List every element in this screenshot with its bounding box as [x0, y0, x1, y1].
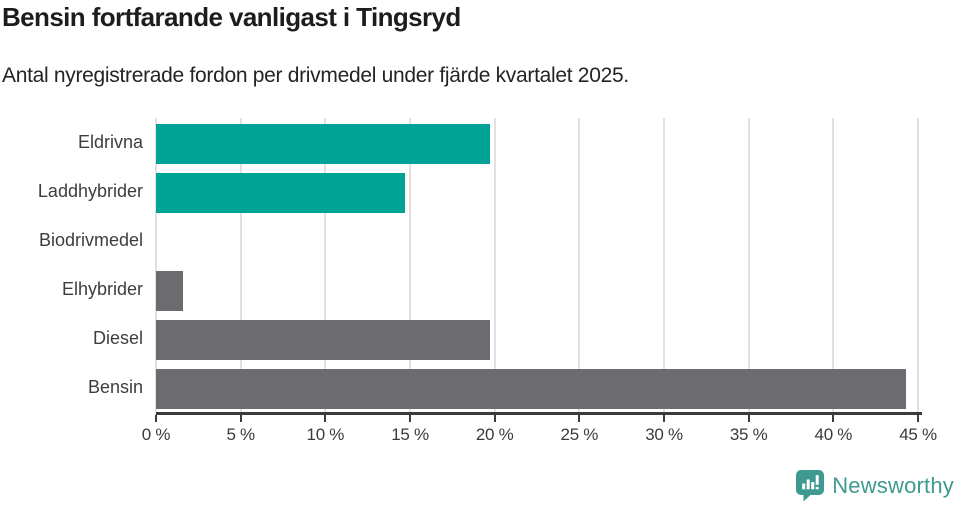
gridline	[917, 118, 919, 412]
axis-tick-label: 40 %	[814, 425, 853, 444]
gridlines	[155, 118, 919, 412]
chart-rows: Eldrivna Laddhybrider Biodrivmedel Elhybrid…	[0, 118, 940, 412]
gridline	[155, 118, 157, 412]
brand-footer: Newsworthy	[795, 469, 954, 502]
bar-elhybrider	[156, 271, 184, 311]
table-row: Diesel	[0, 314, 940, 363]
axis-tick	[917, 415, 919, 422]
axis-tick	[324, 415, 327, 422]
gridline	[493, 118, 496, 412]
bar-track	[156, 173, 918, 213]
axis-tick-label: 35 %	[729, 425, 768, 444]
gridline	[747, 118, 750, 412]
bar-laddhybrider	[156, 173, 405, 213]
axis-tick	[493, 415, 496, 422]
table-row: Eldrivna	[0, 118, 940, 167]
gridline	[578, 118, 581, 412]
category-label: Bensin	[87, 377, 143, 397]
table-row: Elhybrider	[0, 265, 940, 314]
newsworthy-logo-icon	[796, 470, 825, 502]
bar-diesel	[156, 320, 490, 360]
category-label: Eldrivna	[77, 132, 143, 152]
axis-tick-label: 25 %	[560, 425, 599, 444]
bar-track	[156, 369, 918, 409]
axis-tick	[832, 415, 835, 422]
category-label: Diesel	[92, 328, 143, 348]
bar-track	[156, 222, 918, 262]
bar-track	[156, 271, 918, 311]
axis-tick	[747, 415, 750, 422]
gridline	[324, 118, 327, 412]
axis-tick-label: 15 %	[391, 425, 429, 444]
axis-tick-label: 10 %	[306, 425, 345, 444]
axis-tick	[409, 415, 411, 422]
gridline	[832, 118, 835, 412]
bar-chart: Eldrivna Laddhybrider Biodrivmedel Elhybrid…	[0, 118, 940, 458]
chart-subtitle: Antal nyregistrerade fordon per drivmede…	[2, 64, 629, 87]
axis-tick-label: 5 %	[226, 425, 255, 444]
bar-track	[156, 320, 918, 360]
axis-tick	[155, 415, 157, 422]
gridline	[239, 118, 242, 412]
axis-tick	[239, 415, 242, 422]
table-row: Bensin	[0, 363, 940, 412]
table-row: Laddhybrider	[0, 167, 940, 216]
category-label: Laddhybrider	[37, 181, 143, 201]
axis-tick-label: 45 %	[899, 425, 937, 444]
axis-tick-label: 20 %	[475, 425, 514, 444]
brand-name: Newsworthy	[832, 472, 954, 498]
gridline	[408, 118, 411, 412]
axis-tick	[663, 415, 665, 422]
bar-bensin	[156, 369, 907, 409]
axis-tick-label: 0 %	[141, 425, 171, 444]
bar-eldrivna	[156, 124, 490, 164]
gridline	[662, 118, 665, 412]
page-title: Bensin fortfarande vanligast i Tingsryd	[2, 2, 461, 32]
bar-track	[156, 124, 918, 164]
axis-tick-label: 30 %	[645, 425, 683, 444]
category-label: Elhybrider	[61, 279, 143, 299]
x-axis-line	[156, 412, 922, 415]
axis-tick	[578, 415, 581, 422]
category-label: Biodrivmedel	[38, 230, 143, 250]
table-row: Biodrivmedel	[0, 216, 940, 265]
